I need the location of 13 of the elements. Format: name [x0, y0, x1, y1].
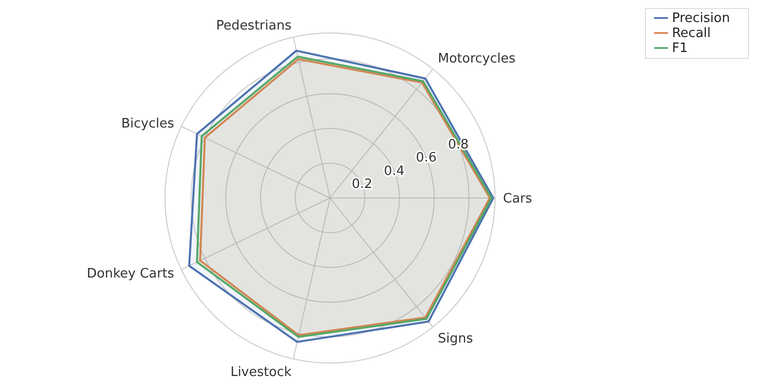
y-tick-label: 0.6 [416, 150, 437, 166]
legend-label: Precision [672, 11, 730, 26]
spoke-label: Motorcycles [438, 52, 516, 67]
spoke-label: Donkey Carts [86, 266, 174, 282]
spoke-label: Bicycles [121, 116, 174, 132]
y-tick-label: 0.2 [352, 177, 372, 192]
spoke-label: Signs [438, 331, 474, 346]
legend-label: Recall [672, 26, 711, 41]
spoke-label: Cars [503, 192, 532, 207]
legend-label: F1 [672, 41, 688, 56]
spoke-label: Livestock [230, 364, 292, 380]
spoke-label: Pedestrians [216, 18, 292, 34]
y-tick-label: 0.4 [384, 164, 405, 179]
